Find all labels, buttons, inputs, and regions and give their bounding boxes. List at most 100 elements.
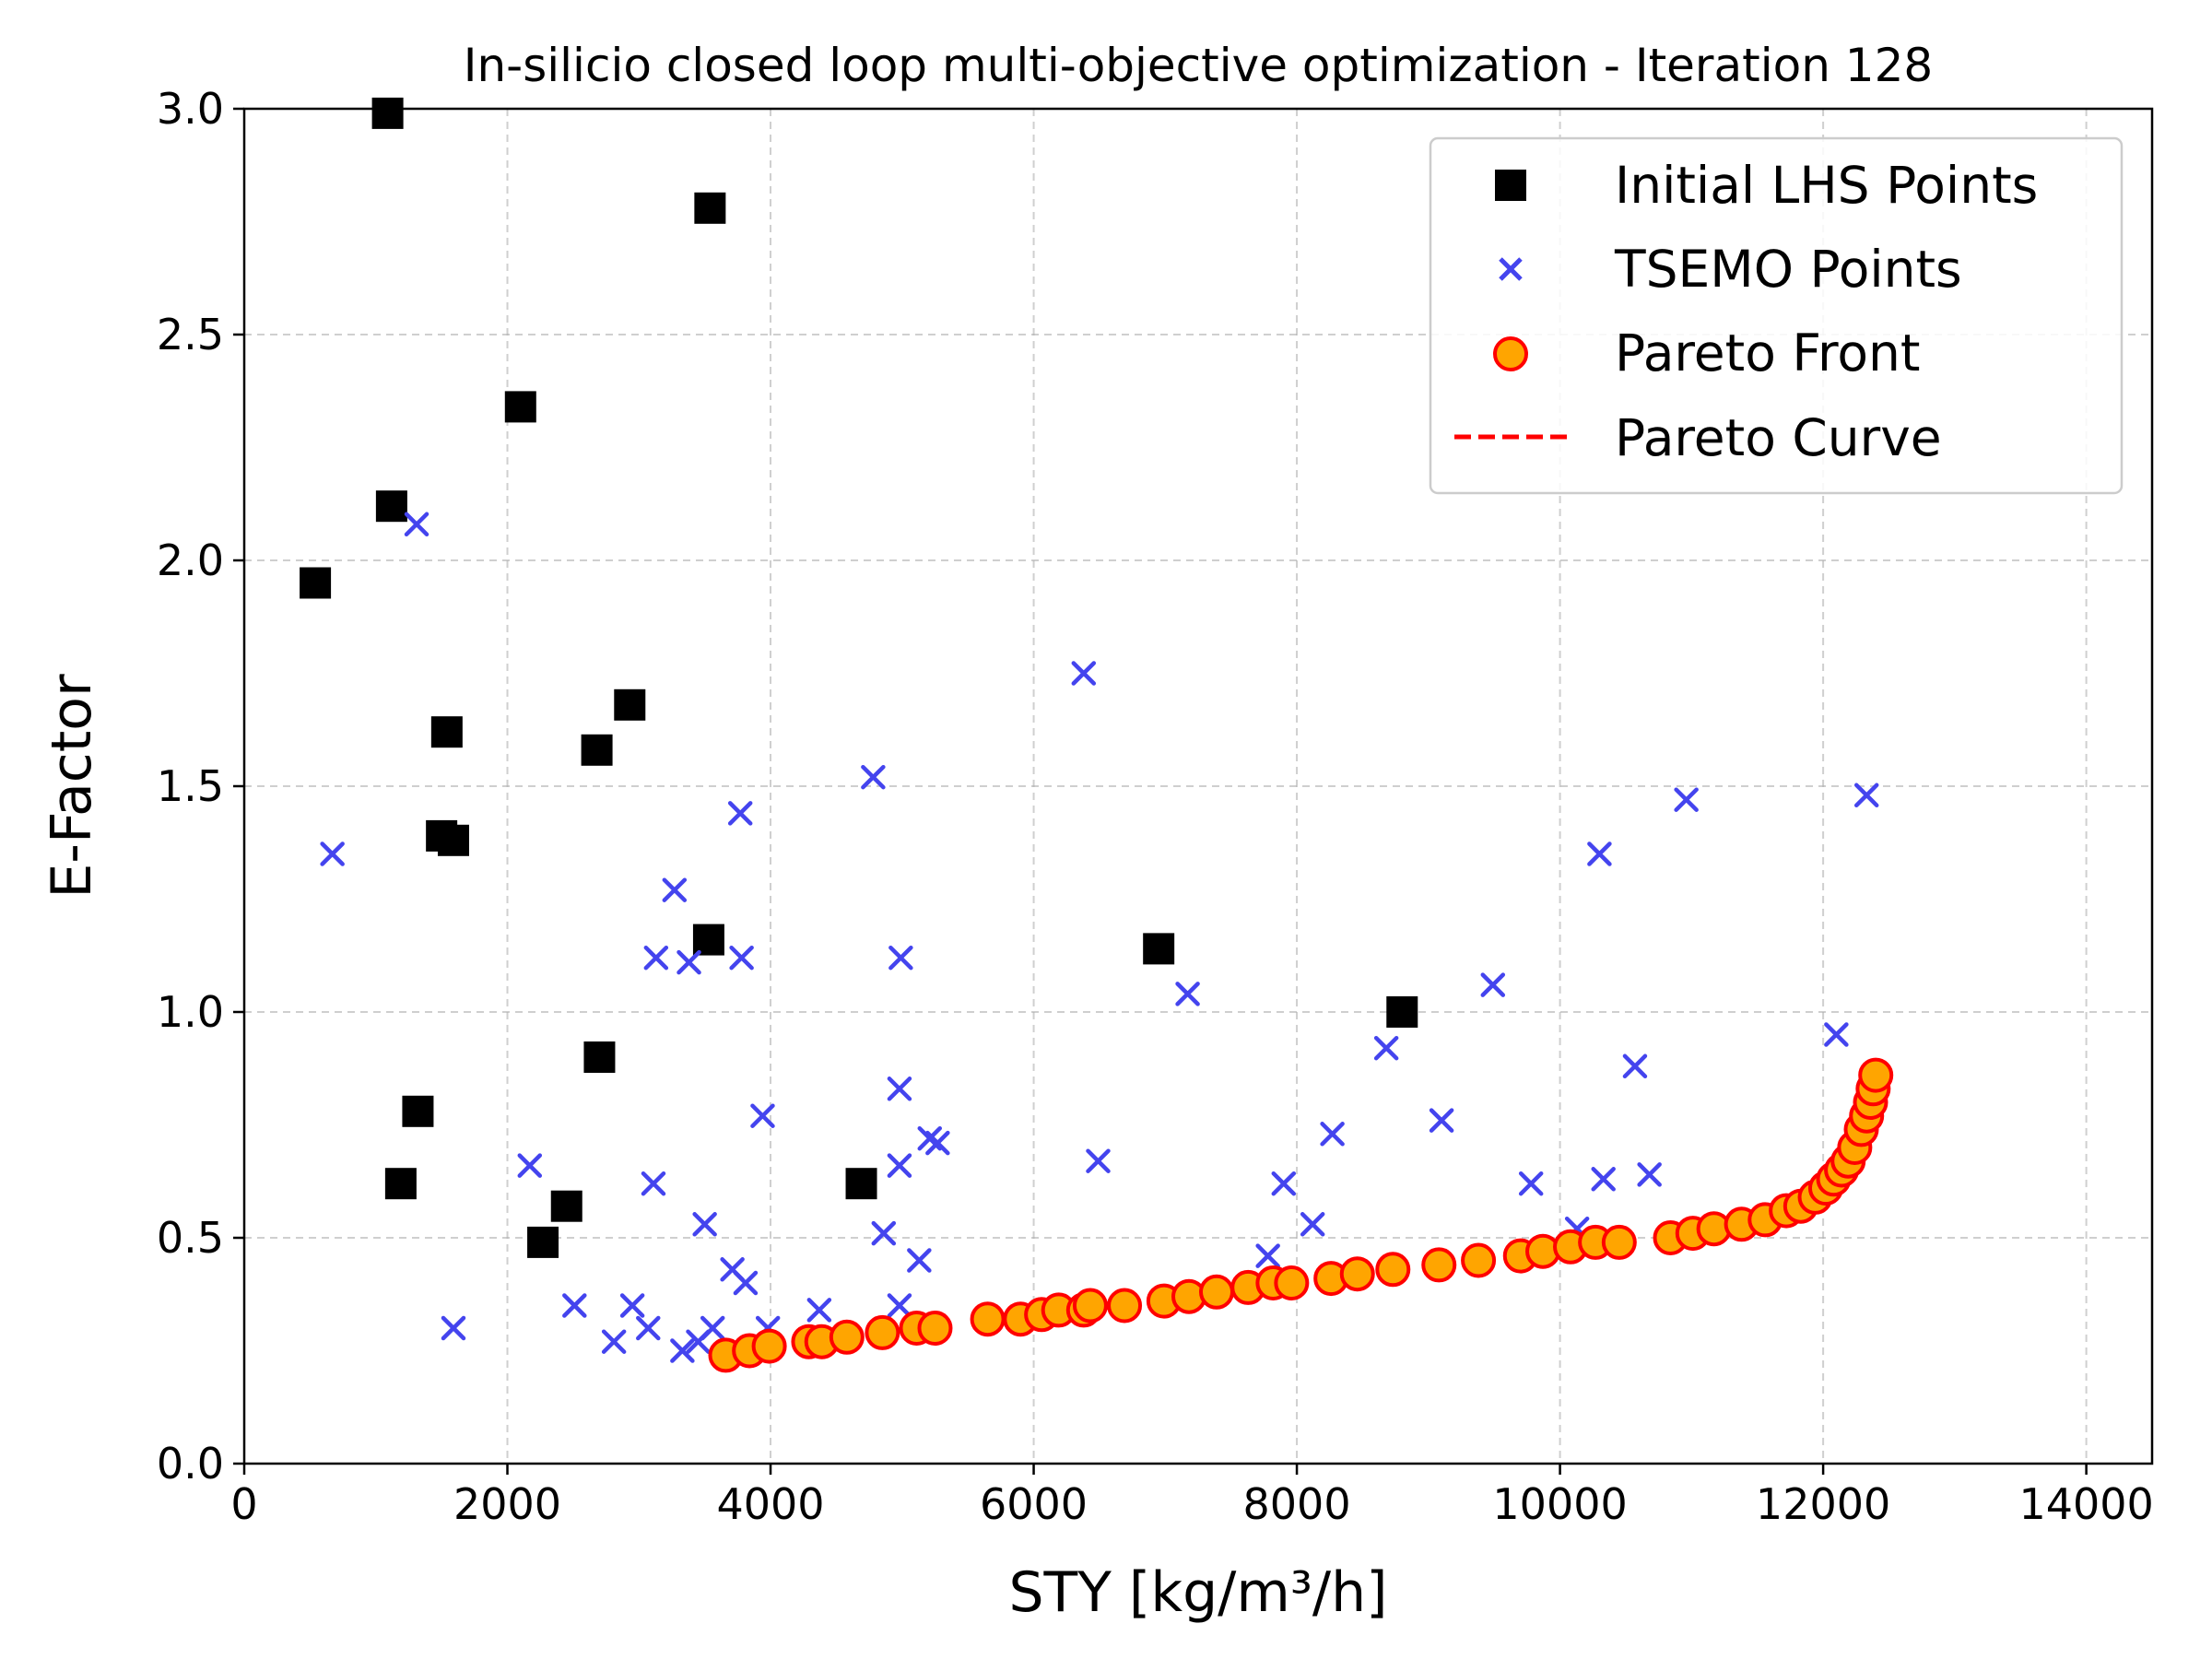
- tsemo-point: [1824, 1022, 1849, 1047]
- lhs-point: [694, 192, 726, 224]
- lhs-point: [527, 1226, 559, 1258]
- lhs-point: [437, 824, 469, 856]
- tsemo-point: [1320, 1122, 1345, 1147]
- tsemo-point: [1480, 972, 1506, 997]
- tsemo-point: [1518, 1171, 1544, 1196]
- tsemo-point: [1637, 1162, 1662, 1187]
- lhs-point: [581, 734, 613, 766]
- tsemo-point: [1429, 1108, 1454, 1133]
- x-tick-label: 2000: [453, 1479, 561, 1529]
- tsemo-point: [733, 1270, 759, 1296]
- y-tick-label: 1.0: [157, 987, 224, 1037]
- legend-box: [1429, 136, 2124, 495]
- tsemo-point: [636, 1315, 661, 1341]
- lhs-point: [375, 490, 407, 523]
- tsemo-series: [320, 512, 1879, 1363]
- tsemo-point: [729, 945, 754, 971]
- pareto-front-point: [1107, 1288, 1143, 1324]
- tsemo-point: [619, 1293, 645, 1318]
- y-tick-label: 0.5: [157, 1213, 224, 1263]
- lhs-point: [504, 391, 536, 423]
- tsemo-point: [562, 1293, 587, 1318]
- x-axis-label: STY [kg/m³/h]: [1008, 1560, 1387, 1625]
- tsemo-point: [670, 1338, 695, 1363]
- tsemo-point: [1591, 1167, 1616, 1192]
- tsemo-point: [1255, 1243, 1280, 1268]
- pareto-front-series: [708, 1057, 1894, 1373]
- tsemo-point: [727, 801, 753, 826]
- pareto-front-point: [970, 1301, 1006, 1337]
- lhs-point: [614, 688, 646, 721]
- tsemo-point: [641, 1171, 666, 1196]
- tsemo-point: [1674, 787, 1699, 812]
- x-tick-label: 0: [230, 1479, 257, 1529]
- tsemo-point: [887, 1077, 912, 1101]
- tsemo-point: [441, 1315, 466, 1341]
- tsemo-point: [320, 841, 345, 866]
- lhs-point: [1386, 996, 1418, 1028]
- lhs-point: [550, 1190, 582, 1222]
- chart-title: In-silicio closed loop multi-objective o…: [464, 39, 1933, 92]
- tsemo-point: [1086, 1148, 1111, 1173]
- lhs-point: [384, 1168, 417, 1200]
- pareto-front-point: [1421, 1247, 1457, 1283]
- initial-lhs-series: [300, 97, 1418, 1258]
- legend-label-lhs: Initial LHS Points: [1615, 156, 2038, 215]
- pareto-front-point: [1339, 1256, 1375, 1292]
- pareto-front-point: [751, 1328, 787, 1364]
- tsemo-point: [1622, 1053, 1648, 1079]
- tsemo-point: [750, 1103, 775, 1128]
- tsemo-point: [887, 1153, 912, 1178]
- pareto-front-point: [1461, 1242, 1497, 1278]
- legend-circle-marker: [1493, 336, 1528, 371]
- tsemo-point: [887, 1293, 912, 1318]
- lhs-point: [371, 97, 404, 129]
- lhs-point: [300, 567, 332, 599]
- pareto-front-point: [1858, 1057, 1894, 1093]
- legend-label-pareto-front: Pareto Front: [1615, 324, 1920, 382]
- lhs-point: [692, 924, 724, 956]
- tsemo-point: [907, 1248, 932, 1273]
- y-tick-label: 3.0: [157, 84, 224, 134]
- tsemo-point: [601, 1329, 627, 1354]
- x-tick-label: 8000: [1243, 1479, 1351, 1529]
- pareto-front-point: [1375, 1252, 1411, 1288]
- lhs-point: [1143, 933, 1175, 965]
- tsemo-point: [517, 1153, 543, 1178]
- x-tick-label: 14000: [2018, 1479, 2153, 1529]
- pareto-front-point: [1072, 1288, 1108, 1324]
- tsemo-point: [1271, 1171, 1297, 1196]
- tsemo-point: [861, 764, 886, 790]
- x-tick-label: 12000: [1756, 1479, 1890, 1529]
- tsemo-point: [1300, 1212, 1325, 1237]
- legend-label-pareto-curve: Pareto Curve: [1615, 408, 1942, 467]
- lhs-point: [430, 716, 463, 748]
- pareto-front-point: [829, 1319, 865, 1355]
- legend-square-marker: [1495, 170, 1526, 201]
- x-tick-label: 6000: [980, 1479, 1088, 1529]
- y-axis-label: E-Factor: [40, 674, 104, 899]
- legend-x-marker: [1499, 257, 1523, 281]
- tsemo-point: [1071, 661, 1097, 686]
- lhs-point: [583, 1041, 616, 1073]
- tsemo-point: [662, 877, 688, 902]
- tsemo-point: [677, 949, 701, 975]
- legend: Initial LHS Points TSEMO Points Pareto F…: [1429, 136, 2124, 495]
- pareto-front-point: [1601, 1224, 1637, 1260]
- tsemo-point: [1175, 982, 1200, 1006]
- tsemo-point: [925, 1130, 950, 1156]
- tsemo-point: [700, 1315, 725, 1341]
- legend-label-tsemo: TSEMO Points: [1614, 240, 1962, 299]
- y-tick-label: 2.5: [157, 310, 224, 359]
- tsemo-point: [643, 945, 669, 971]
- tsemo-point: [806, 1298, 832, 1323]
- x-tick-label: 10000: [1492, 1479, 1627, 1529]
- tsemo-point: [1853, 782, 1879, 808]
- tsemo-point: [692, 1212, 717, 1237]
- lhs-point: [402, 1095, 434, 1127]
- lhs-point: [845, 1168, 877, 1200]
- y-tick-label: 1.5: [157, 761, 224, 811]
- y-tick-label: 2.0: [157, 535, 224, 585]
- tsemo-point: [888, 945, 913, 971]
